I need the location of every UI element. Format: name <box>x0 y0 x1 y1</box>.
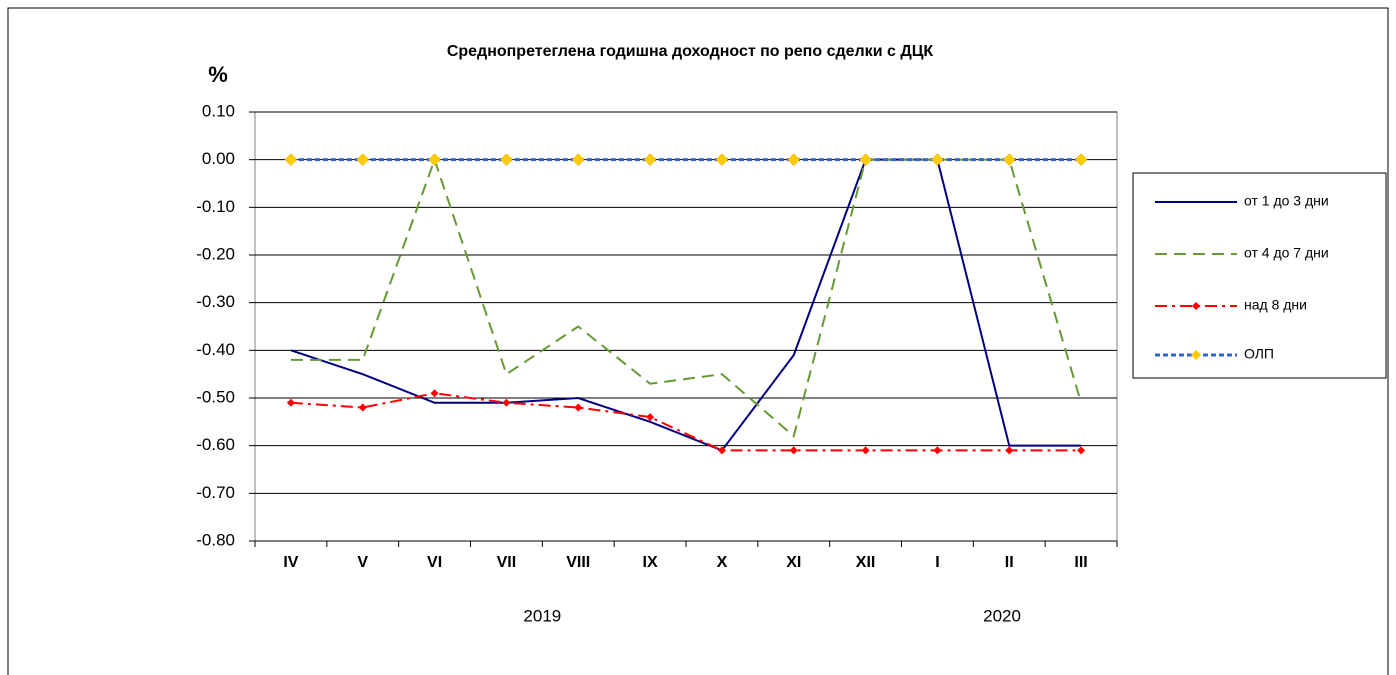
data-marker <box>502 398 511 407</box>
x-tick-label: XII <box>856 554 876 571</box>
legend-label: от 1 до 3 дни <box>1244 193 1329 209</box>
x-tick-label: IV <box>283 554 298 571</box>
plot-area <box>254 111 1118 542</box>
series-line <box>290 158 1082 452</box>
data-marker <box>428 153 441 167</box>
data-marker <box>1002 153 1016 167</box>
data-marker <box>787 153 801 167</box>
x-tick-label: VIII <box>566 554 590 571</box>
x-tick-label: VII <box>497 554 517 571</box>
legend-marker <box>1192 302 1200 310</box>
x-tick-label: V <box>357 554 368 571</box>
legend-label: над 8 дни <box>1244 297 1307 313</box>
data-marker <box>500 153 513 167</box>
data-marker <box>358 403 367 412</box>
legend-box <box>1132 172 1387 379</box>
y-tick-label: -0.30 <box>196 292 235 311</box>
y-tick-label: -0.40 <box>196 340 235 359</box>
data-marker <box>1074 153 1088 167</box>
x-tick-label: XI <box>786 554 801 571</box>
x-tick-label: VI <box>427 554 442 571</box>
y-tick-label: -0.50 <box>196 387 235 406</box>
y-tick-label: 0.00 <box>202 149 235 168</box>
legend-label: от 4 до 7 дни <box>1244 245 1329 261</box>
y-tick-label: -0.60 <box>196 435 235 454</box>
x-tick-label: X <box>717 554 728 571</box>
y-tick-label: 0.10 <box>202 101 235 120</box>
data-marker <box>356 153 370 167</box>
data-marker <box>933 446 942 455</box>
year-label: 2020 <box>983 606 1021 625</box>
data-marker <box>646 413 655 422</box>
data-marker <box>284 153 298 167</box>
y-tick-label: -0.70 <box>196 483 235 502</box>
x-tick-label: IX <box>643 554 658 571</box>
data-marker <box>430 389 439 398</box>
series-line <box>290 392 1082 452</box>
year-label: 2019 <box>523 606 561 625</box>
chart-title: Среднопретеглена годишна доходност по ре… <box>447 43 934 60</box>
data-marker <box>286 398 295 407</box>
data-marker <box>861 446 870 455</box>
data-marker <box>789 446 798 455</box>
legend-marker <box>1191 350 1201 360</box>
data-marker <box>643 153 657 167</box>
y-tick-label: -0.80 <box>196 530 235 549</box>
x-tick-label: I <box>935 554 939 571</box>
data-marker <box>574 403 583 412</box>
x-tick-label: II <box>1005 554 1014 571</box>
data-marker <box>717 446 726 455</box>
y-tick-label: -0.10 <box>196 197 235 216</box>
data-marker <box>1005 446 1014 455</box>
y-axis-label: % <box>208 62 228 87</box>
y-tick-label: -0.20 <box>196 244 235 263</box>
data-marker <box>1077 446 1086 455</box>
data-marker <box>931 153 944 167</box>
data-marker <box>859 153 872 167</box>
legend-label: ОЛП <box>1244 346 1274 362</box>
data-marker <box>715 153 729 167</box>
data-marker <box>571 153 585 167</box>
x-tick-label: III <box>1074 554 1087 571</box>
